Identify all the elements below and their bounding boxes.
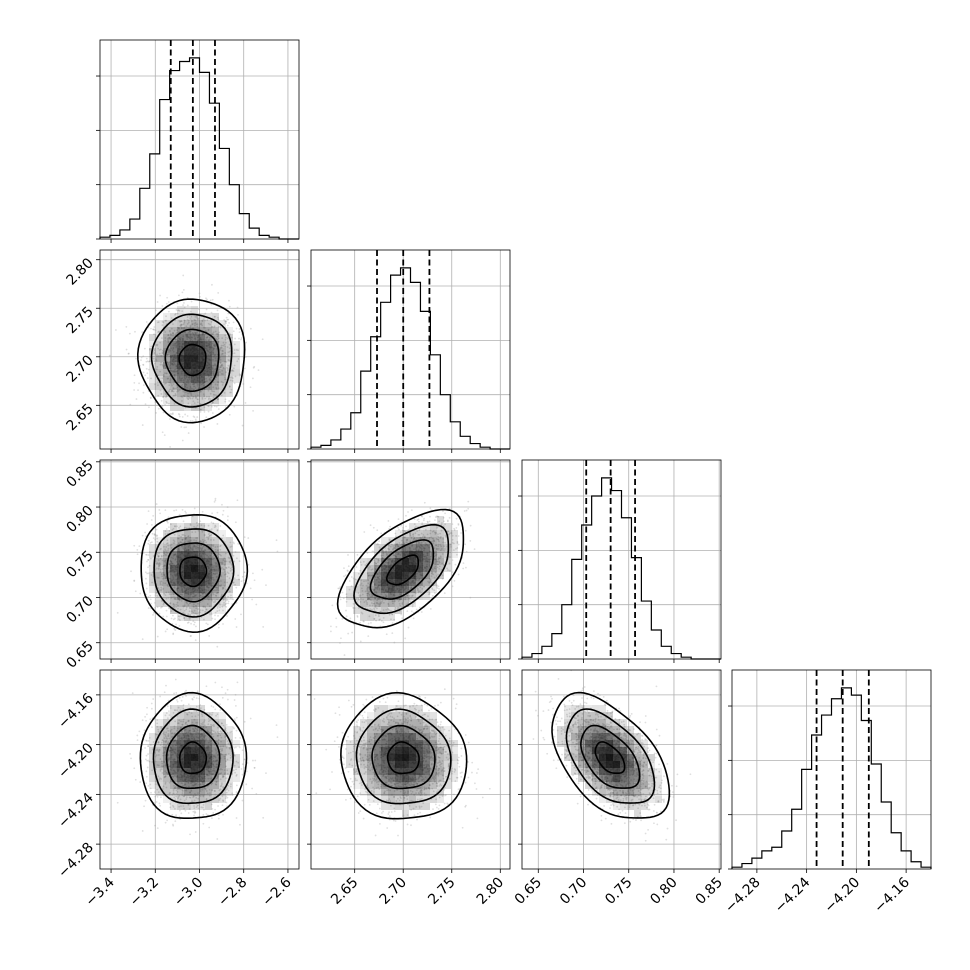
x-tick-label-p2-4: 0.85 — [693, 875, 726, 908]
contour-1-3-0 — [386, 741, 420, 775]
contour-1-2-3 — [336, 508, 465, 629]
y-tick-label-p3-3: −4.16 — [55, 690, 97, 732]
contour-1-2-1 — [369, 539, 435, 600]
histogram-3 — [731, 687, 932, 869]
density-bins-1-2 — [346, 516, 458, 621]
density-panel-0-2: 0.65 0.70 0.75 0.80 0.85 — [63, 457, 300, 672]
density-content-1-2 — [329, 500, 476, 656]
panel-frame-1-2 — [310, 459, 511, 660]
x-tick-label-p2-3: 0.80 — [647, 875, 680, 908]
density-bins-0-2 — [149, 516, 240, 621]
contour-1-2-2 — [353, 523, 450, 615]
density-panel-1-3: 2.65 2.70 2.75 2.80 — [307, 669, 511, 908]
panel-frame-0-2 — [99, 459, 300, 660]
panel-frame-0-1 — [99, 249, 300, 450]
panel-frame-2-3 — [521, 669, 722, 870]
x-tick-label-p2-2: 0.75 — [602, 875, 635, 908]
contour-0-3-3 — [139, 691, 248, 820]
histogram-1 — [310, 267, 510, 450]
x-tick-label-p3-0: −4.28 — [722, 875, 764, 917]
corner-plot-panels: −4.28 −4.24 −4.20 −4.162.652.702.752.800.65… — [55, 39, 932, 917]
x-tick-label-p3-3: −4.16 — [871, 874, 913, 916]
contour-0-3-2 — [152, 708, 234, 805]
x-tick-label-p1-0: 2.65 — [328, 875, 361, 908]
contour-0-3-1 — [165, 724, 221, 790]
contour-1-3-2 — [355, 708, 452, 805]
y-tick-label-p1-1: 2.70 — [63, 352, 96, 385]
contour-1-3-1 — [371, 724, 436, 790]
contour-0-1-2 — [150, 313, 233, 408]
histogram-2 — [521, 477, 721, 660]
contour-2-3-0 — [594, 741, 626, 775]
panel-frame-1-3 — [310, 669, 511, 870]
x-tick-label-p0-1: −3.2 — [127, 875, 162, 910]
x-tick-label-p0-4: −2.6 — [259, 874, 294, 909]
contour-0-1-0 — [178, 343, 207, 377]
density-bins-0-3 — [149, 705, 240, 810]
density-panel-2-3: 0.65 0.70 0.75 0.80 0.85 — [512, 669, 726, 908]
contour-2-3-3 — [551, 691, 671, 819]
histogram-panel-3: −4.28 −4.24 −4.20 −4.16 — [722, 669, 932, 917]
histogram-panel-0 — [96, 39, 300, 243]
contour-1-2-0 — [386, 554, 420, 586]
contour-0-1-3 — [136, 298, 246, 424]
y-tick-label-p3-1: −4.24 — [55, 790, 97, 832]
x-tick-label-p0-0: −3.4 — [83, 874, 118, 909]
density-content-1-3 — [313, 688, 491, 837]
x-tick-label-p3-1: −4.24 — [772, 874, 814, 916]
panel-frame-3-3 — [731, 669, 932, 870]
y-tick-label-p3-0: −4.28 — [55, 840, 97, 882]
contour-2-3-2 — [565, 708, 656, 804]
panel-frame-1-1 — [310, 249, 511, 450]
contour-0-1-1 — [164, 328, 220, 392]
y-tick-label-p1-3: 2.80 — [63, 255, 96, 288]
x-tick-label-p1-2: 2.75 — [425, 875, 458, 908]
density-content-2-3 — [532, 670, 692, 842]
x-tick-label-p1-1: 2.70 — [377, 875, 410, 908]
contour-0-3-0 — [178, 741, 208, 775]
density-content-0-2 — [116, 497, 279, 648]
histogram-0 — [99, 57, 299, 240]
contour-0-2-2 — [153, 528, 235, 618]
y-tick-label-p2-3: 0.80 — [63, 503, 96, 536]
y-tick-label-p2-0: 0.65 — [63, 638, 96, 671]
histogram-panel-2 — [518, 459, 722, 663]
x-tick-label-p0-3: −2.8 — [215, 875, 250, 910]
x-tick-label-p1-3: 2.80 — [474, 875, 507, 908]
histogram-panel-1 — [307, 249, 511, 453]
y-tick-label-p2-2: 0.75 — [63, 548, 96, 581]
y-tick-label-p1-0: 2.65 — [63, 401, 96, 434]
contour-1-3-3 — [340, 691, 468, 820]
contour-0-2-3 — [140, 514, 249, 634]
density-panel-0-3: −4.28 −4.24 −4.20 −4.16 −3.4 −3.2 −3.0 −2.8 −2.6 — [55, 669, 300, 910]
contour-0-2-1 — [166, 542, 221, 603]
y-tick-label-p1-2: 2.75 — [63, 304, 96, 337]
density-content-0-1 — [108, 274, 264, 448]
panel-frame-0-3 — [99, 669, 300, 870]
contour-0-2-0 — [179, 556, 208, 588]
density-panel-0-1: 2.65 2.70 2.75 2.80 — [63, 249, 300, 453]
x-tick-label-p3-2: −4.20 — [822, 875, 864, 917]
density-panel-1-2 — [307, 459, 511, 663]
x-tick-label-p0-2: −3.0 — [171, 875, 206, 910]
panel-frame-2-2 — [521, 459, 722, 660]
panel-frame-0-0 — [99, 39, 300, 240]
y-tick-label-p2-1: 0.70 — [63, 593, 96, 626]
x-tick-label-p2-1: 0.70 — [557, 875, 590, 908]
density-bins-0-1 — [149, 306, 240, 411]
contour-2-3-1 — [580, 724, 641, 789]
density-content-0-3 — [116, 678, 279, 840]
y-tick-label-p3-2: −4.20 — [55, 740, 97, 782]
y-tick-label-p2-4: 0.85 — [63, 457, 96, 490]
x-tick-label-p2-0: 0.65 — [512, 875, 545, 908]
